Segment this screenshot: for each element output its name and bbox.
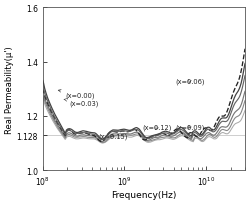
X-axis label: Frequency(Hz): Frequency(Hz) xyxy=(111,190,177,199)
Text: (x=0.03): (x=0.03) xyxy=(64,99,99,106)
Text: (x=0.12): (x=0.12) xyxy=(142,124,172,131)
Text: (x=0.15): (x=0.15) xyxy=(98,133,128,139)
Text: (x=0.06): (x=0.06) xyxy=(175,78,204,84)
Y-axis label: Real Permeability(μ'): Real Permeability(μ') xyxy=(5,46,14,133)
Text: (x=0.00): (x=0.00) xyxy=(58,90,95,99)
Text: (x=0.09): (x=0.09) xyxy=(175,124,204,130)
